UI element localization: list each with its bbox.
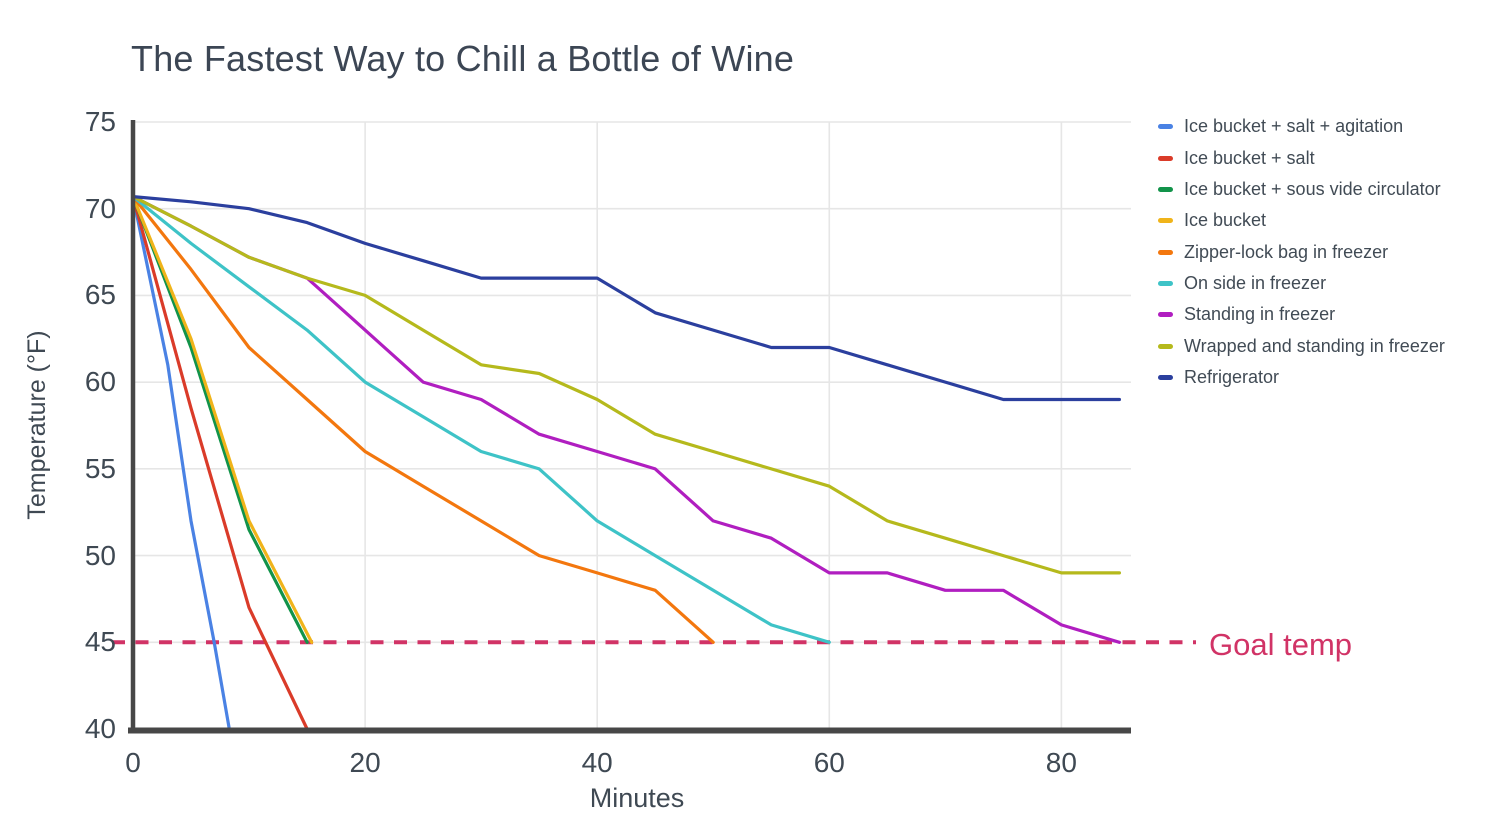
series-line-0 <box>131 195 231 731</box>
series-line-6 <box>131 195 1122 644</box>
legend-item: Ice bucket + salt + agitation <box>1158 111 1445 142</box>
y-tick-label: 65 <box>84 279 116 311</box>
legend-item: On side in freezer <box>1158 268 1445 299</box>
legend-item: Ice bucket <box>1158 205 1445 236</box>
series-line-3 <box>131 195 314 644</box>
legend-item-label: Ice bucket + salt + agitation <box>1184 116 1404 137</box>
goal-temp-label: Goal temp <box>1209 627 1353 662</box>
legend-item: Ice bucket + salt <box>1158 142 1445 173</box>
x-tick-label: 80 <box>1045 747 1077 778</box>
series-line-2 <box>131 195 309 644</box>
legend-swatch-icon <box>1158 312 1173 318</box>
y-axis-title: Temperature (°F) <box>23 330 51 520</box>
legend-item-label: Wrapped and standing in freezer <box>1184 335 1445 356</box>
legend-item-label: Refrigerator <box>1184 366 1280 387</box>
legend-item-label: Standing in freezer <box>1184 304 1336 325</box>
x-tick-label: 60 <box>813 747 845 778</box>
x-tick-label: 20 <box>349 747 381 778</box>
legend-item-label: Ice bucket <box>1184 210 1267 231</box>
legend-item: Refrigerator <box>1158 362 1445 393</box>
legend-swatch-icon <box>1158 249 1173 255</box>
legend-swatch-icon <box>1158 186 1173 192</box>
legend-item: Standing in freezer <box>1158 299 1445 330</box>
y-tick-label: 40 <box>84 713 116 744</box>
legend-swatch-icon <box>1158 155 1173 161</box>
x-tick-label: 0 <box>125 747 141 778</box>
legend-item: Zipper-lock bag in freezer <box>1158 236 1445 267</box>
legend-item-label: Ice bucket + salt <box>1184 147 1315 168</box>
y-tick-label: 70 <box>84 192 116 224</box>
series-line-1 <box>131 195 309 731</box>
legend-swatch-icon <box>1158 218 1173 224</box>
legend-item: Wrapped and standing in freezer <box>1158 330 1445 361</box>
gridlines <box>133 121 1131 730</box>
y-tick-label: 55 <box>84 452 116 484</box>
legend-swatch-icon <box>1158 374 1173 380</box>
legend-swatch-icon <box>1158 343 1173 349</box>
series-line-7 <box>131 195 1122 575</box>
y-tick-label: 75 <box>84 106 116 137</box>
legend-item-label: Zipper-lock bag in freezer <box>1184 241 1389 262</box>
legend-item-label: Ice bucket + sous vide circulator <box>1184 178 1441 199</box>
x-tick-label: 40 <box>581 747 613 778</box>
y-tick-label: 50 <box>84 539 116 571</box>
chart-legend: Ice bucket + salt + agitation Ice bucket … <box>1158 111 1445 393</box>
legend-swatch-icon <box>1158 280 1173 286</box>
y-tick-label: 60 <box>84 366 116 398</box>
legend-item: Ice bucket + sous vide circulator <box>1158 174 1445 205</box>
y-tick-label: 45 <box>84 626 116 658</box>
legend-item-label: On side in freezer <box>1184 272 1327 293</box>
legend-swatch-icon <box>1158 124 1173 130</box>
series-line-8 <box>131 195 1122 402</box>
x-axis-title: Minutes <box>589 783 685 813</box>
series-line-4 <box>131 195 715 644</box>
series-line-5 <box>131 195 831 644</box>
chart-title: The Fastest Way to Chill a Bottle of Win… <box>131 38 795 79</box>
